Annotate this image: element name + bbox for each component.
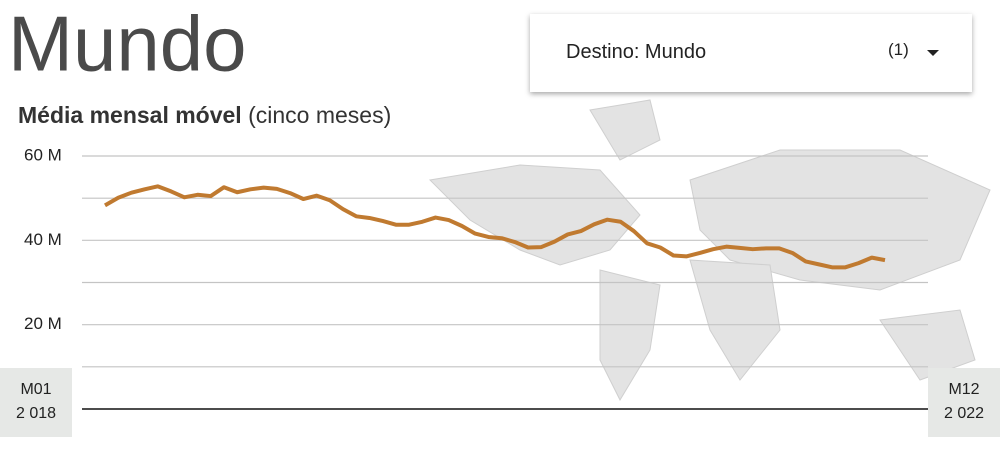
y-tick-label: 40 M (24, 230, 62, 249)
chart-title: Mundo (8, 0, 247, 88)
chart-subtitle: Média mensal móvel (cinco meses) (18, 102, 391, 128)
x-tick-label: M12 2 022 (928, 368, 1000, 437)
caret-icon (927, 50, 939, 56)
y-tick-label: 20 M (24, 314, 62, 333)
x-tick-label: M01 2 018 (0, 368, 72, 437)
y-tick-label: 60 M (24, 145, 62, 164)
subtitle-main: Média mensal móvel (18, 102, 242, 128)
filter-label: Destino: Mundo (566, 41, 707, 63)
filter-dropdown[interactable]: Destino: Mundo (1) (530, 14, 972, 92)
data-line (104, 184, 886, 270)
filter-count: (1) (888, 40, 909, 59)
subtitle-note: (cinco meses) (248, 102, 391, 128)
